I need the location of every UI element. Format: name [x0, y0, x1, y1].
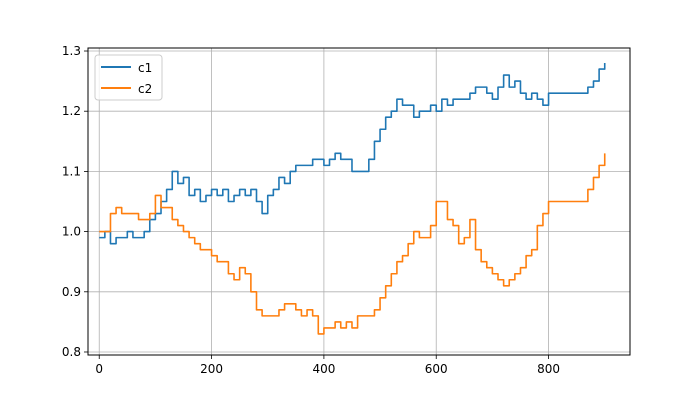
- legend-label-c2: c2: [138, 82, 152, 96]
- y-tick-label: 0.8: [62, 345, 81, 359]
- y-tick-label: 0.9: [62, 285, 81, 299]
- ticks: 0 200 400 600 800 0.8 0.9 1.0 1.1 1.2 1.3: [62, 44, 560, 376]
- x-tick-label: 200: [200, 362, 223, 376]
- series-line-c2: [99, 153, 606, 335]
- x-tick-label: 0: [95, 362, 103, 376]
- legend-label-c1: c1: [138, 61, 152, 75]
- y-tick-label: 1.1: [62, 164, 81, 178]
- y-tick-label: 1.0: [62, 225, 81, 239]
- y-tick-label: 1.2: [62, 104, 81, 118]
- plot-frame: [87, 47, 631, 356]
- series-lines: [99, 63, 606, 335]
- x-tick-label: 400: [312, 362, 335, 376]
- legend: c1 c2: [94, 54, 163, 101]
- axes: [87, 47, 631, 356]
- series-line-c1: [99, 63, 606, 245]
- x-tick-label: 800: [537, 362, 560, 376]
- y-tick-label: 1.3: [62, 44, 81, 58]
- x-tick-label: 600: [425, 362, 448, 376]
